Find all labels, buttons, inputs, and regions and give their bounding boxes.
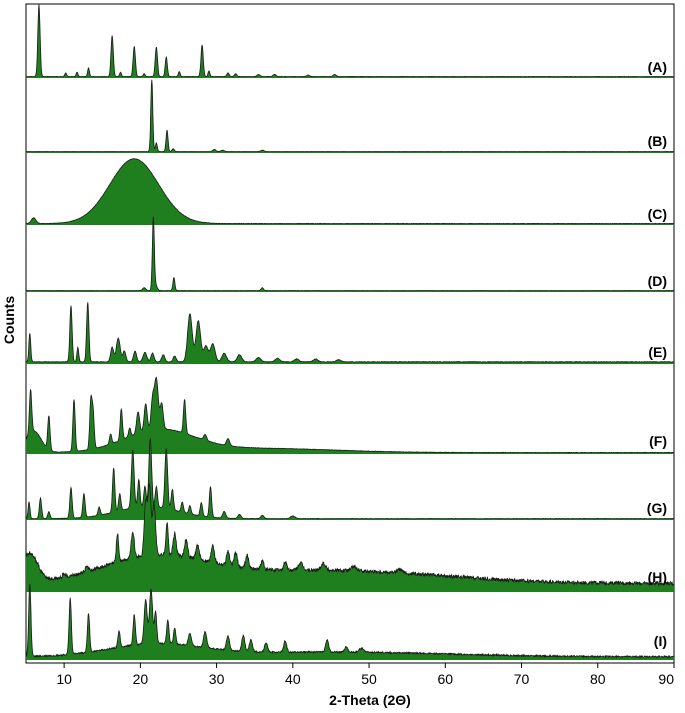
panel-label-6: (F) — [649, 433, 667, 449]
y-axis-title: Counts — [1, 296, 17, 344]
trace-line-6 — [25, 376, 674, 454]
trace-fill-2 — [26, 79, 674, 153]
panel-label-4: (D) — [648, 273, 667, 289]
trace-fill-6 — [26, 377, 674, 454]
panel-label-8: (H) — [648, 569, 667, 585]
trace-line-8 — [25, 482, 675, 587]
panel-label-1: (A) — [648, 59, 667, 75]
trace-fill-5 — [26, 302, 674, 364]
trace-fill-1 — [26, 4, 674, 79]
trace-line-2 — [25, 79, 675, 153]
panel-label-2: (B) — [648, 133, 667, 149]
x-tick-label: 40 — [285, 671, 301, 687]
x-tick-label: 80 — [590, 671, 606, 687]
trace-fill-9 — [26, 583, 674, 660]
x-tick-label: 30 — [209, 671, 225, 687]
trace-fill-8 — [26, 482, 674, 592]
trace-fill-4 — [26, 216, 674, 292]
x-tick-label: 70 — [514, 671, 530, 687]
panel-label-3: (C) — [648, 206, 667, 222]
trace-line-4 — [25, 216, 674, 292]
trace-line-7 — [26, 438, 675, 520]
trace-line-5 — [26, 302, 675, 363]
panel-label-7: (G) — [647, 500, 667, 516]
x-tick-label: 60 — [438, 671, 454, 687]
trace-line-3 — [25, 158, 675, 225]
panel-label-9: (I) — [654, 633, 667, 649]
x-tick-label: 90 — [658, 671, 674, 687]
x-axis-ticks: 10 20 30 40 50 60 70 80 90 — [56, 663, 675, 687]
x-tick-label: 10 — [56, 671, 72, 687]
plot-frame — [25, 3, 675, 664]
x-tick-label: 20 — [133, 671, 149, 687]
panel-labels: (A) (B) (C) (D) (E) (F) (G) (H) (I) — [647, 59, 667, 649]
trace-line-1 — [26, 4, 675, 78]
trace-fill-3 — [26, 158, 674, 225]
x-tick-label: 50 — [361, 671, 377, 687]
traces — [25, 4, 675, 660]
panel-label-5: (E) — [648, 344, 667, 360]
trace-line-9 — [25, 583, 675, 659]
x-axis-title: 2-Theta (2Θ) — [329, 692, 411, 708]
